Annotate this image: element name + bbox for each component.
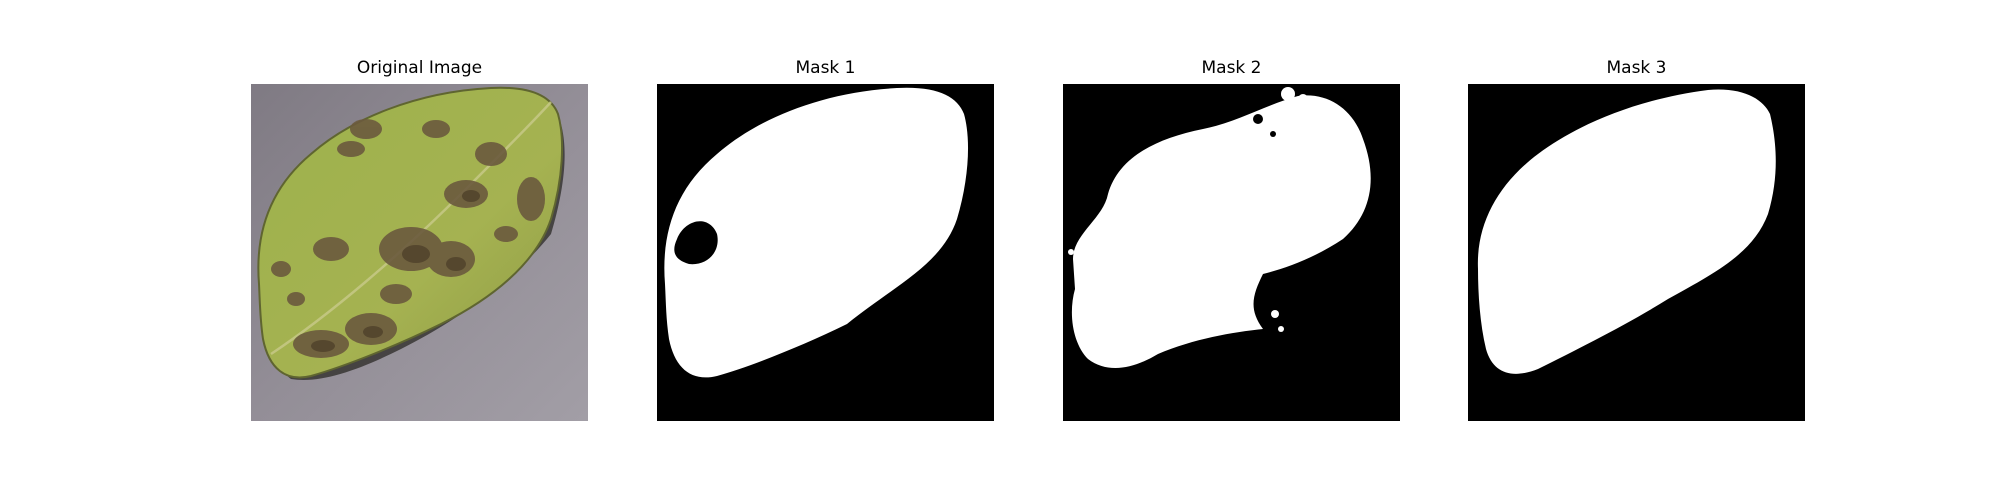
panel-title: Mask 1 (657, 57, 994, 79)
panel-title: Mask 2 (1063, 57, 1400, 79)
panel-mask-1: Mask 1 (657, 0, 994, 500)
panel-title: Mask 3 (1468, 57, 1805, 79)
panel-mask-2: Mask 2 (1063, 0, 1400, 500)
mask-2-illustration (1063, 84, 1400, 421)
mask-1-image (657, 84, 994, 421)
original-leaf-photo (251, 84, 588, 421)
panel-title: Original Image (251, 57, 588, 79)
panel-original-image: Original Image (251, 0, 588, 500)
mask-2-image (1063, 84, 1400, 421)
mask-1-illustration (657, 84, 994, 421)
leaf-photo-illustration (251, 84, 588, 421)
mask-3-image (1468, 84, 1805, 421)
panel-mask-3: Mask 3 (1468, 0, 1805, 500)
mask-3-illustration (1468, 84, 1805, 421)
